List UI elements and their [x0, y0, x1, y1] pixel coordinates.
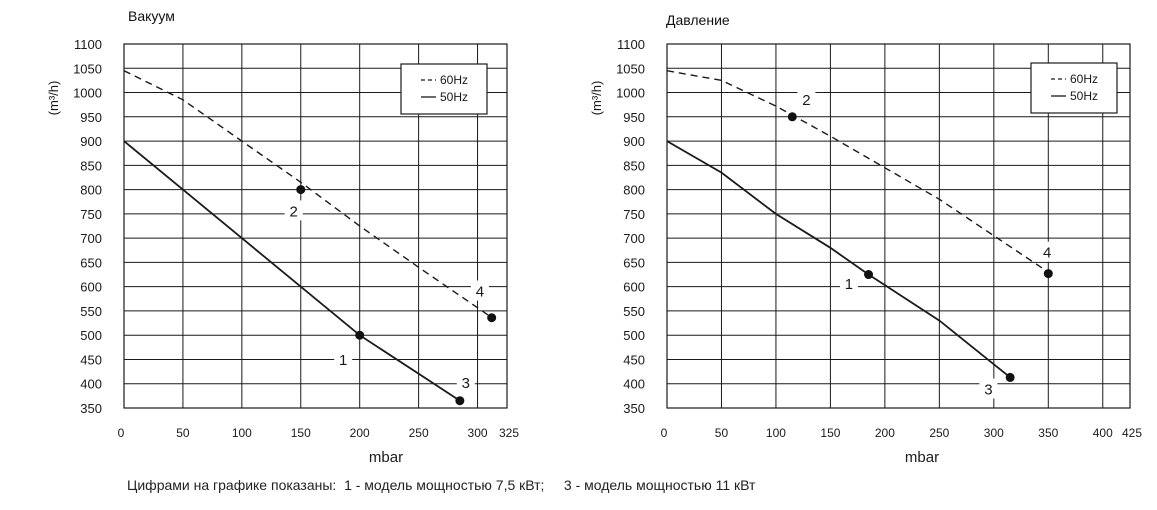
chart1-annotation-3: 3 [462, 375, 470, 392]
chart2-annotation-bg-2 [797, 88, 816, 109]
chart1-xtick-7: 325 [499, 426, 519, 440]
chart1-ytick-3: 500 [80, 328, 102, 343]
footnote: Цифрами на графике показаны: 1 - модель … [127, 477, 756, 493]
chart2-marker-3 [1005, 372, 1015, 382]
chart2-ytick-9: 800 [623, 183, 645, 198]
chart1-xtick-3: 150 [291, 426, 311, 440]
chart1-annotation-bg-2 [284, 200, 303, 221]
chart1-marker-2 [355, 330, 365, 340]
chart1-ytick-1: 400 [80, 377, 102, 392]
chart2-ytick-4: 550 [623, 304, 645, 319]
chart1-series-60hz [123, 70, 490, 317]
chart2-ytick-15: 1100 [617, 37, 645, 52]
chart1-marker-3 [455, 396, 465, 406]
chart2-marker-4 [1043, 269, 1053, 279]
chart1-legend-label-50hz: 50Hz [440, 90, 468, 104]
chart1-ytick-12: 950 [80, 110, 102, 125]
chart1-legend-label-60hz: 60Hz [440, 73, 468, 87]
chart2-ylabel: (m³/h) [589, 81, 604, 116]
chart1-ytick-2: 450 [80, 352, 102, 367]
chart2-marker-1 [787, 112, 797, 122]
chart1-legend-box [400, 63, 488, 115]
chart2-ytick-11: 900 [623, 134, 645, 149]
chart2-ytick-13: 1000 [616, 86, 645, 101]
chart1-ylabel: (m³/h) [46, 81, 61, 116]
chart2-annotation-3: 3 [984, 382, 992, 399]
chart1-annotation-bg-4 [470, 280, 489, 301]
chart1-xtick-2: 100 [232, 426, 252, 440]
chart2-annotation-bg-1 [839, 273, 858, 294]
chart2-ytick-0: 350 [623, 401, 645, 416]
chart1-xtick-1: 50 [176, 426, 190, 440]
chart2-ytick-14: 1050 [616, 61, 645, 76]
chart2-legend-label-50hz: 50Hz [1070, 89, 1098, 103]
chart2-series-50hz [666, 140, 1011, 379]
chart2-marker-2 [864, 270, 874, 280]
chart1-ytick-6: 650 [80, 255, 102, 270]
chart1-ytick-10: 850 [80, 158, 102, 173]
chart1-annotation-2: 2 [290, 203, 298, 220]
chart1-annotation-bg-3 [456, 371, 475, 392]
chart2-xtick-6: 300 [984, 426, 1004, 440]
chart2-series-60hz [666, 70, 1049, 273]
chart2-xlabel: mbar [905, 449, 939, 466]
chart1-ytick-15: 1100 [74, 37, 102, 52]
chart2-xtick-9: 425 [1122, 426, 1142, 440]
chart2-annotation-bg-4 [1038, 241, 1057, 262]
chart1-ytick-4: 550 [80, 304, 102, 319]
chart1-ytick-0: 350 [80, 401, 102, 416]
chart2-frame [666, 43, 1131, 409]
chart2-annotation-4: 4 [1043, 245, 1051, 262]
chart1-ytick-8: 750 [80, 207, 102, 222]
chart1-series-50hz [123, 140, 461, 402]
chart2-ytick-10: 850 [623, 158, 645, 173]
chart1-xtick-5: 250 [409, 426, 429, 440]
chart1-ytick-9: 800 [80, 183, 102, 198]
chart2-xtick-7: 350 [1038, 426, 1058, 440]
chart2-xtick-0: 0 [661, 426, 668, 440]
chart2-xtick-4: 200 [875, 426, 895, 440]
chart1-frame [123, 43, 508, 409]
chart1-xtick-0: 0 [118, 426, 125, 440]
chart2-ytick-12: 950 [623, 110, 645, 125]
chart2-legend-box [1030, 62, 1118, 114]
chart2-title: Давление [666, 12, 730, 28]
chart2-xtick-5: 250 [929, 426, 949, 440]
chart2-xtick-8: 400 [1093, 426, 1113, 440]
chart2-xtick-3: 150 [820, 426, 840, 440]
chart2-xtick-2: 100 [766, 426, 786, 440]
chart2-xtick-1: 50 [715, 426, 729, 440]
chart1-ytick-5: 600 [80, 280, 102, 295]
chart1-annotation-4: 4 [476, 284, 484, 301]
chart2-annotation-1: 1 [845, 276, 853, 293]
chart1-marker-1 [296, 185, 306, 195]
chart2-legend-label-60hz: 60Hz [1070, 72, 1098, 86]
chart2-ytick-3: 500 [623, 328, 645, 343]
chart1-xtick-4: 200 [350, 426, 370, 440]
chart2-annotation-2: 2 [802, 92, 810, 109]
chart2-ytick-2: 450 [623, 352, 645, 367]
chart2-annotation-bg-3 [979, 378, 998, 399]
chart2-ytick-8: 750 [623, 207, 645, 222]
chart2-ytick-1: 400 [623, 377, 645, 392]
chart2-ytick-7: 700 [623, 231, 645, 246]
chart1-ytick-14: 1050 [73, 61, 102, 76]
chart2-ytick-5: 600 [623, 280, 645, 295]
chart1-annotation-bg-1 [334, 348, 353, 369]
chart1-ytick-7: 700 [80, 231, 102, 246]
chart1-annotation-1: 1 [339, 352, 347, 369]
chart2-ytick-6: 650 [623, 255, 645, 270]
chart1-xlabel: mbar [369, 449, 403, 466]
chart1-marker-4 [487, 313, 497, 323]
chart1-ytick-11: 900 [80, 134, 102, 149]
chart1-ytick-13: 1000 [73, 86, 102, 101]
chart1-xtick-6: 300 [468, 426, 488, 440]
chart1-title: Вакуум [128, 8, 175, 24]
